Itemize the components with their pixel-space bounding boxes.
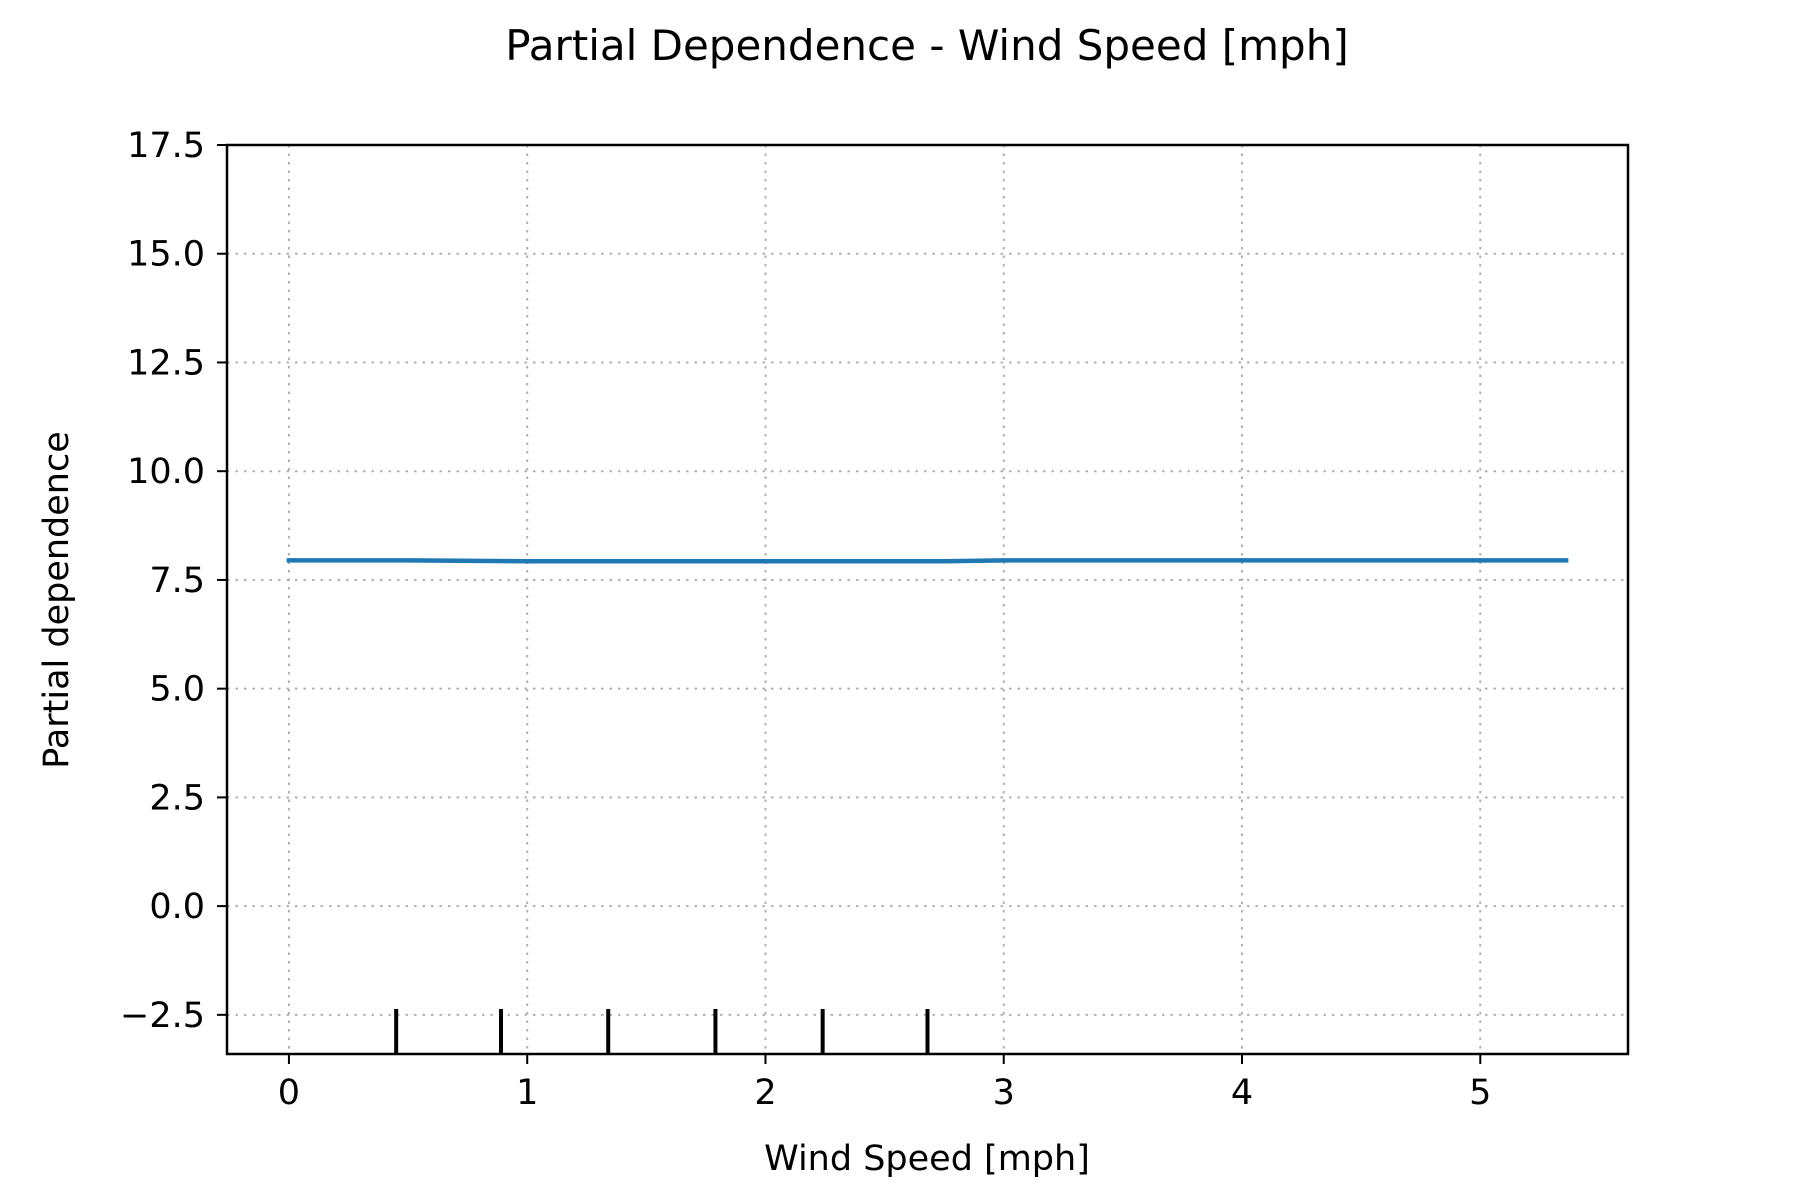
y-tick-label: 12.5 bbox=[127, 343, 205, 383]
rug-layer bbox=[394, 1009, 930, 1054]
y-axis-label: Partial dependence bbox=[37, 431, 77, 769]
y-tick-label: −2.5 bbox=[120, 996, 205, 1036]
chart-title: Partial Dependence - Wind Speed [mph] bbox=[505, 21, 1348, 70]
y-tick-label: 2.5 bbox=[149, 778, 205, 818]
series-layer bbox=[286, 558, 1569, 564]
y-tick-label: 10.0 bbox=[127, 452, 205, 492]
x-tick-label: 4 bbox=[1231, 1073, 1253, 1113]
x-tick-label: 5 bbox=[1469, 1073, 1491, 1113]
y-tick-label: 15.0 bbox=[127, 235, 205, 275]
x-tick-label: 0 bbox=[278, 1073, 300, 1113]
partial-dependence-line bbox=[286, 558, 1569, 564]
y-tick-label: 17.5 bbox=[127, 126, 205, 166]
x-ticks: 0 1 2 3 4 5 bbox=[278, 1054, 1491, 1113]
x-tick-label: 1 bbox=[516, 1073, 538, 1113]
y-ticks: −2.5 0.0 2.5 5.0 7.5 10.0 12.5 15.0 17.5 bbox=[120, 126, 227, 1036]
grid-layer bbox=[227, 144, 1628, 1054]
x-tick-label: 3 bbox=[993, 1073, 1015, 1113]
plot-frame bbox=[225, 143, 1630, 1056]
x-axis-label: Wind Speed [mph] bbox=[764, 1139, 1090, 1179]
x-tick-label: 2 bbox=[754, 1073, 776, 1113]
y-tick-label: 5.0 bbox=[149, 670, 205, 710]
y-tick-label: 0.0 bbox=[149, 887, 205, 927]
y-tick-label: 7.5 bbox=[149, 561, 205, 601]
